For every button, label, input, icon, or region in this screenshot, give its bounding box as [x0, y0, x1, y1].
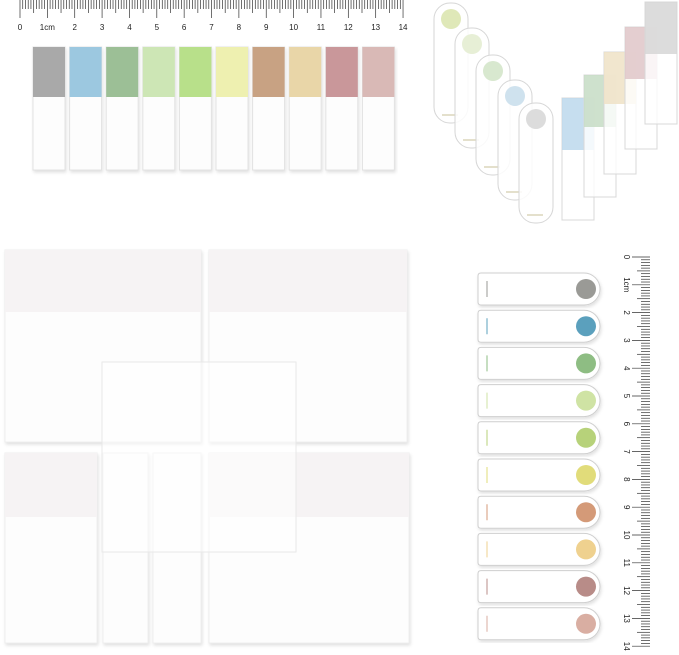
sticker-dot [576, 502, 596, 523]
sticker-dot [576, 539, 596, 560]
sticker-dot [576, 576, 596, 597]
tab-color [69, 47, 102, 97]
tab-color [325, 47, 358, 97]
ruler-label: 6 [622, 422, 631, 427]
sticker-dot [576, 613, 596, 634]
ruler-label: 4 [127, 23, 132, 32]
bookmark-dot [505, 86, 525, 106]
sticker-dot [576, 427, 596, 448]
tab-color [179, 47, 212, 97]
ruler-body [618, 250, 652, 650]
ruler-label: 0 [18, 23, 23, 32]
ruler-label: 13 [371, 23, 380, 32]
flag-color [645, 2, 677, 54]
side-ruler: 0 1cm 2 3 4 5 6 7 8 9 10 11 12 13 14 [618, 250, 652, 651]
ruler-label: 3 [100, 23, 105, 32]
ruler-label: 7 [622, 449, 631, 454]
sticky-notes [4, 249, 410, 644]
ruler-label: 6 [182, 23, 187, 32]
tab-color [106, 47, 139, 97]
ruler-label: 7 [209, 23, 214, 32]
sticker [477, 384, 601, 418]
ruler-label: 14 [622, 642, 631, 651]
sticker-dot [576, 279, 596, 299]
ruler-label: 4 [622, 366, 631, 371]
tab-stickers [477, 272, 601, 641]
ruler-label: 8 [622, 477, 631, 482]
sticker [477, 458, 601, 492]
bookmark-dot [462, 34, 482, 54]
tab-color [289, 47, 322, 97]
fanned-bookmarks [433, 1, 678, 224]
ruler-label: 3 [622, 338, 631, 343]
bookmark [518, 102, 554, 224]
sticker [477, 532, 601, 566]
ruler-label: 2 [622, 310, 631, 315]
ruler-label: 1cm [622, 277, 631, 292]
ruler-label: 11 [317, 23, 326, 32]
tab-color [252, 47, 285, 97]
sticker-dot [576, 465, 596, 485]
ruler-label: 14 [399, 23, 408, 32]
sticker [477, 421, 601, 455]
sticker [477, 309, 601, 343]
ruler-label: 2 [72, 23, 77, 32]
bookmark-dot [483, 61, 503, 81]
sticker [477, 272, 601, 306]
top-ruler: 0 1cm 2 3 4 5 6 7 8 9 10 11 12 13 14 [14, 0, 410, 34]
ruler-label: 1cm [40, 23, 55, 32]
ruler-label: 12 [344, 23, 353, 32]
ruler-label: 5 [155, 23, 160, 32]
ruler-label: 0 [622, 255, 631, 260]
sticker-dot [576, 390, 596, 411]
ruler-label: 10 [289, 23, 298, 32]
sticker [477, 570, 601, 604]
ruler-label: 11 [622, 559, 631, 568]
color-tabs [32, 46, 395, 171]
ruler-label: 8 [237, 23, 242, 32]
ruler-label: 9 [622, 505, 631, 510]
ruler-label: 10 [622, 531, 631, 540]
tab-color [362, 47, 395, 97]
sticker-dot [576, 316, 596, 337]
ruler-label: 5 [622, 394, 631, 399]
sticker [477, 346, 601, 380]
tab-color [33, 47, 65, 97]
sticker [477, 495, 601, 529]
ruler-label: 12 [622, 586, 631, 595]
sticker [477, 607, 601, 641]
ruler-label: 9 [264, 23, 269, 32]
bookmark-dot [441, 9, 461, 29]
bookmark-dot [526, 109, 546, 129]
ruler-label: 13 [622, 614, 631, 623]
sticker-dot [576, 353, 596, 374]
tab-color [142, 47, 175, 97]
tab-color [216, 47, 248, 97]
